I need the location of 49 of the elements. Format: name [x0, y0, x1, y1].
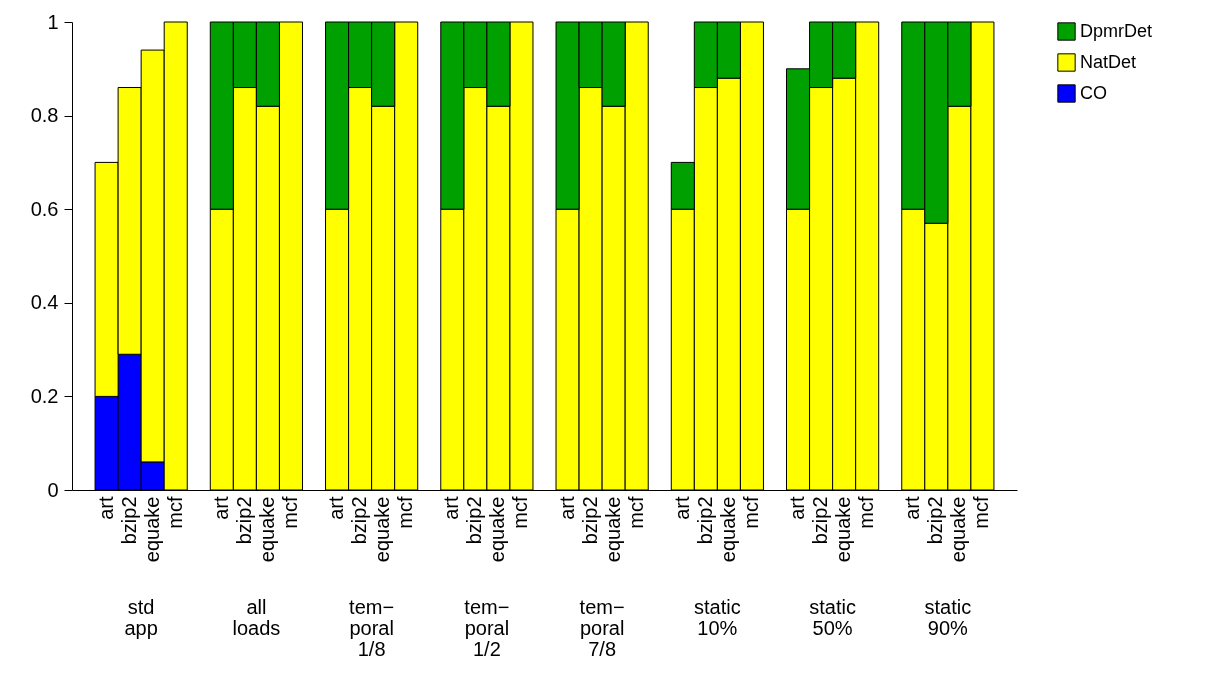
x-tick-label: mcf [855, 496, 878, 529]
y-tick-label: 1 [47, 10, 59, 33]
x-tick-label: equake [716, 496, 739, 563]
x-tick-label: art [94, 496, 117, 520]
text: std app [124, 596, 158, 639]
y-tick-label: 0.2 [30, 384, 59, 407]
x-tick-label: art [901, 496, 924, 520]
text: tem− poral 1/2 [464, 596, 510, 660]
x-tick-label: equake [832, 496, 855, 563]
x-tick-label: art [555, 496, 578, 520]
x-tick-label: equake [140, 496, 163, 563]
x-tick-label: equake [947, 496, 970, 563]
text: static 50% [809, 596, 856, 639]
x-tick-label: bzip2 [232, 496, 255, 545]
x-tick-label: bzip2 [463, 496, 486, 545]
x-tick-label: bzip2 [348, 496, 371, 545]
x-tick-label: mcf [739, 496, 762, 529]
y-tick-label: 0.4 [30, 291, 59, 314]
x-tick-label: bzip2 [578, 496, 601, 545]
x-tick-label: bzip2 [809, 496, 832, 545]
x-tick-label: mcf [278, 496, 301, 529]
x-tick-label: equake [255, 496, 278, 563]
x-tick-label: mcf [970, 496, 993, 529]
x-tick-label: bzip2 [924, 496, 947, 545]
x-tick-label: art [325, 496, 348, 520]
x-tick-label: mcf [163, 496, 186, 529]
y-tick-label: 0.6 [30, 197, 59, 220]
y-tick-label: 0.8 [30, 104, 59, 127]
x-tick-label: equake [371, 496, 394, 563]
x-tick-label: equake [486, 496, 509, 563]
x-tick-label: art [440, 496, 463, 520]
legend-label: NatDet [1080, 51, 1137, 72]
x-tick-label: art [786, 496, 809, 520]
text: all loads [232, 596, 281, 639]
x-tick-label: mcf [509, 496, 532, 529]
x-tick-label: equake [601, 496, 624, 563]
x-tick-label: bzip2 [117, 496, 140, 545]
text: tem− poral 1/8 [349, 596, 395, 660]
x-tick-label: art [209, 496, 232, 520]
x-tick-label: art [670, 496, 693, 520]
x-tick-label: bzip2 [693, 496, 716, 545]
legend-label: CO [1080, 82, 1107, 103]
x-tick-label: mcf [624, 496, 647, 529]
text: static 10% [694, 596, 741, 639]
text: tem− poral 7/8 [579, 596, 625, 660]
legend-label: DpmrDet [1080, 20, 1153, 41]
x-tick-label: mcf [394, 496, 417, 529]
y-tick-label: 0 [47, 478, 59, 501]
text: static 90% [924, 596, 972, 639]
